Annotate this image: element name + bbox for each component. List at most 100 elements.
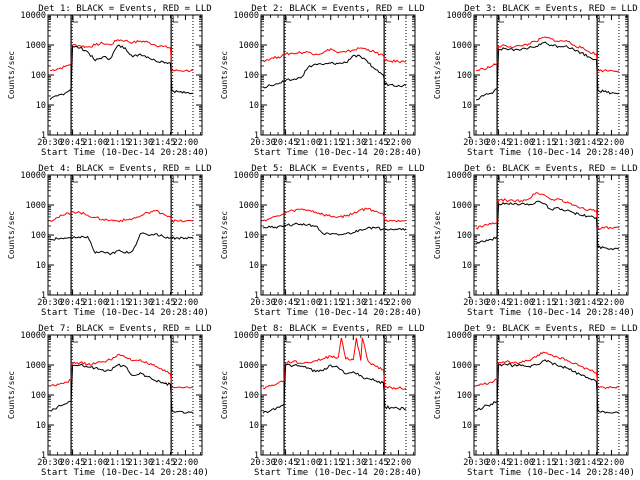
y-tick-label: 10: [249, 421, 259, 431]
interval-notch: [172, 16, 179, 23]
detector-plot-4: Det 4: BLACK = Events, RED = LLD 1 10 100 10…: [7, 164, 212, 318]
x-tick-label: 20:30: [37, 138, 63, 148]
x-tick-label: 21:30: [554, 138, 580, 148]
lld-series-line: [475, 351, 620, 390]
x-tick-label: 21:45: [363, 138, 389, 148]
interval-notch: [498, 176, 505, 183]
x-tick-label: 21:30: [341, 298, 367, 308]
x-tick-label: 20:45: [486, 138, 512, 148]
interval-notch: [385, 176, 392, 183]
x-tick-label: 21:00: [295, 298, 321, 308]
x-tick-label: 21:00: [295, 138, 321, 148]
detector-plot-9: Det 9: BLACK = Events, RED = LLD 1 10 100 10…: [433, 324, 638, 478]
x-tick-label: 21:00: [82, 298, 108, 308]
y-tick-label: 1: [467, 291, 472, 301]
x-tick-label: 21:00: [508, 458, 534, 468]
x-tick-label: 21:15: [318, 458, 344, 468]
x-tick-label: 20:30: [463, 458, 489, 468]
y-tick-label: 100: [457, 231, 472, 241]
y-tick-label: 10: [36, 421, 46, 431]
interval-notch: [598, 336, 605, 343]
y-tick-label: 1000: [452, 201, 472, 211]
y-tick-label: 10000: [20, 171, 46, 181]
x-axis-label: Start Time (10-Dec-14 20:28:40): [254, 148, 422, 158]
x-tick-label: 21:45: [150, 458, 176, 468]
events-series-line: [475, 41, 620, 101]
x-tick-label: 21:30: [128, 298, 154, 308]
y-axis-label: Counts/sec: [433, 371, 442, 419]
interval-notch: [498, 16, 505, 23]
x-tick-label: 21:15: [105, 298, 131, 308]
x-tick-label: 21:45: [576, 298, 602, 308]
x-tick-label: 20:30: [37, 458, 63, 468]
y-tick-label: 10000: [446, 11, 472, 21]
x-tick-label: 20:30: [250, 458, 276, 468]
x-tick-label: 22:00: [386, 298, 412, 308]
events-series-line: [262, 54, 407, 89]
y-axis-label: Counts/sec: [7, 371, 16, 419]
events-series-line: [262, 363, 407, 414]
x-tick-label: 20:45: [60, 458, 86, 468]
interval-notch: [172, 176, 179, 183]
events-series-line: [49, 363, 194, 414]
y-tick-label: 100: [457, 71, 472, 81]
x-tick-label: 21:15: [531, 298, 557, 308]
y-tick-label: 1: [254, 451, 259, 461]
lld-series-line: [262, 47, 407, 64]
y-tick-label: 10: [36, 101, 46, 111]
y-tick-label: 1: [254, 291, 259, 301]
y-tick-label: 1000: [26, 41, 46, 51]
events-series-line: [49, 44, 194, 101]
y-tick-label: 10000: [446, 331, 472, 341]
x-tick-label: 21:30: [341, 138, 367, 148]
lld-series-line: [475, 36, 620, 73]
x-axis-label: Start Time (10-Dec-14 20:28:40): [41, 148, 209, 158]
y-tick-label: 100: [31, 71, 46, 81]
y-tick-label: 10: [462, 421, 472, 431]
lld-series-line: [262, 337, 407, 390]
detector-plot-3: Det 3: BLACK = Events, RED = LLD 1 10 100 10…: [433, 4, 638, 158]
lld-series-line: [262, 207, 407, 223]
y-axis-label: Counts/sec: [7, 211, 16, 259]
y-tick-label: 100: [244, 391, 259, 401]
y-tick-label: 100: [31, 391, 46, 401]
x-tick-label: 20:45: [273, 138, 299, 148]
interval-notch: [172, 336, 179, 343]
plot-title: Det 6: BLACK = Events, RED = LLD: [464, 164, 637, 174]
x-tick-label: 20:45: [486, 458, 512, 468]
y-tick-label: 1: [254, 131, 259, 141]
x-tick-label: 22:00: [173, 298, 199, 308]
detector-plot-8: Det 8: BLACK = Events, RED = LLD 1 10 100 10…: [220, 324, 425, 478]
events-series-line: [475, 359, 620, 414]
y-tick-label: 100: [457, 391, 472, 401]
x-tick-label: 21:00: [82, 138, 108, 148]
x-tick-label: 22:00: [599, 138, 625, 148]
y-axis-label: Counts/sec: [7, 51, 16, 99]
x-tick-label: 21:00: [295, 458, 321, 468]
plot-title: Det 5: BLACK = Events, RED = LLD: [251, 164, 424, 174]
x-tick-label: 20:30: [250, 138, 276, 148]
x-tick-label: 21:30: [128, 138, 154, 148]
y-axis-label: Counts/sec: [433, 211, 442, 259]
events-series-line: [262, 222, 407, 236]
interval-notch: [385, 16, 392, 23]
y-tick-label: 1: [41, 131, 46, 141]
x-axis-label: Start Time (10-Dec-14 20:28:40): [467, 148, 635, 158]
detector-plot-1: Det 1: BLACK = Events, RED = LLD 1 10 100 10…: [7, 4, 212, 158]
y-tick-label: 10: [249, 261, 259, 271]
x-axis-label: Start Time (10-Dec-14 20:28:40): [41, 308, 209, 318]
y-axis-label: Counts/sec: [433, 51, 442, 99]
y-tick-label: 10000: [446, 171, 472, 181]
x-axis-label: Start Time (10-Dec-14 20:28:40): [467, 308, 635, 318]
y-tick-label: 10000: [20, 11, 46, 21]
x-tick-label: 21:45: [363, 458, 389, 468]
plot-title: Det 8: BLACK = Events, RED = LLD: [251, 324, 424, 334]
y-tick-label: 1000: [26, 201, 46, 211]
y-tick-label: 100: [244, 71, 259, 81]
interval-notch: [385, 336, 392, 343]
interval-notch: [72, 176, 79, 183]
interval-notch: [285, 16, 292, 23]
events-series-line: [49, 232, 194, 256]
x-axis-label: Start Time (10-Dec-14 20:28:40): [254, 308, 422, 318]
